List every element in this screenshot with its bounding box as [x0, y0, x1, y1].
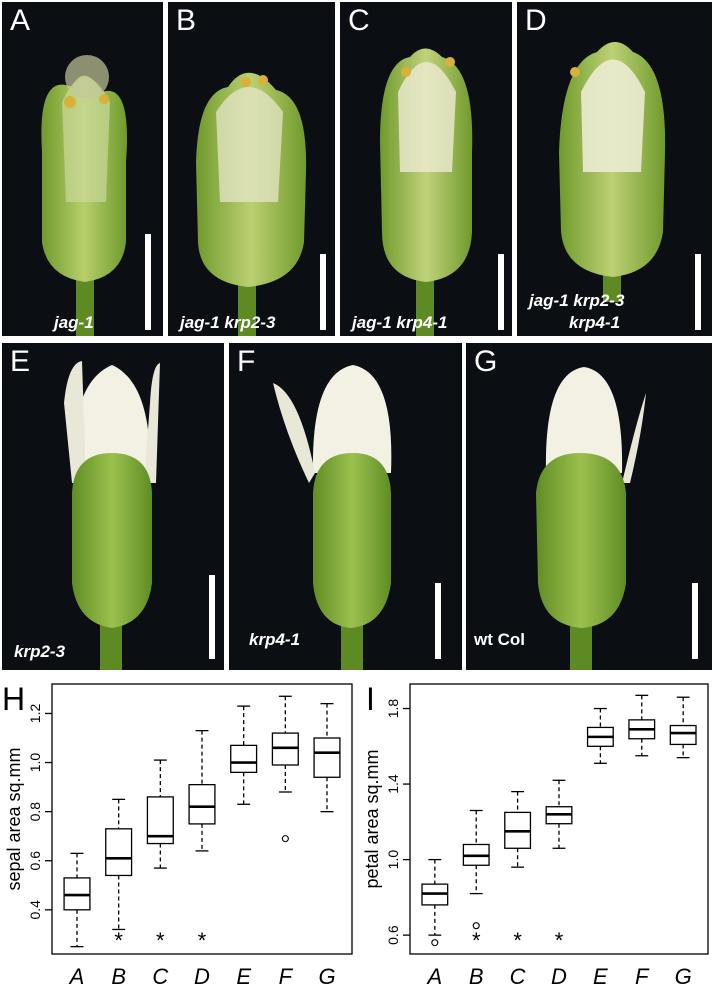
scale-bar-g	[692, 583, 698, 659]
sepal-significance-1: *	[114, 928, 123, 953]
petal-box-E	[586, 707, 614, 764]
petal-box-B: *	[462, 809, 490, 953]
sepal-significance-3: *	[198, 928, 207, 953]
flower-bud-f-image	[273, 365, 392, 670]
sepal-box-B: *	[105, 798, 133, 953]
genotype-label-b: jag-1 krp2-3	[180, 313, 276, 332]
sepal-box-G	[313, 702, 341, 813]
petal-xtick-label-5: F	[635, 964, 650, 989]
petal-box-D: *	[545, 779, 573, 953]
sepal-iqr-4	[230, 744, 258, 774]
petal-xtick-label-0: A	[425, 964, 442, 989]
sepal-ylabel: sepal area sq.mm	[4, 747, 24, 890]
petal-significance-3: *	[555, 928, 564, 953]
photo-panel-d: D jag-1 krp2-3 krp4-1	[517, 2, 712, 336]
flower-bud-d-image	[559, 42, 666, 302]
chart-label-i: I	[366, 681, 375, 717]
sepal-ytick-label-4: 1.2	[27, 704, 43, 724]
chart-label-h: H	[2, 681, 26, 717]
photo-panel-a: A jag-1	[2, 2, 163, 336]
scale-bar-a	[145, 234, 151, 330]
sepal-xtick-label-2: C	[152, 964, 168, 989]
petal-xtick-label-1: B	[469, 964, 484, 989]
sepal-outlier-5-0	[281, 835, 289, 843]
petal-xtick-label-4: E	[593, 964, 608, 989]
sepal-ytick-label-1: 0.6	[27, 851, 43, 871]
petal-ylabel: petal area sq.mm	[362, 749, 382, 888]
petal-ytick-label-0: 0.6	[385, 925, 401, 945]
photo-panel-f: F krp4-1	[229, 343, 462, 670]
petal-ytick-label-1: 1.0	[385, 850, 401, 870]
sepal-box-E	[230, 705, 258, 805]
sepal-box-F	[271, 695, 299, 843]
scale-bar-d	[695, 254, 701, 330]
panel-label-f: F	[237, 345, 256, 378]
sepal-ytick-label-3: 1.0	[27, 753, 43, 773]
scale-bar-f	[435, 583, 441, 659]
sepal-ytick-label-0: 0.4	[27, 900, 43, 920]
sepal-box-A	[63, 852, 91, 948]
photo-panel-g: G wt Col	[466, 343, 712, 670]
photo-panel-e: E krp2-3	[2, 343, 224, 670]
petal-outlier-0-0	[431, 939, 439, 947]
petal-box-C: *	[504, 790, 532, 953]
panel-label-d: D	[525, 4, 547, 37]
panel-label-b: B	[176, 4, 197, 37]
scale-bar-c	[498, 254, 504, 330]
genotype-label-a: jag-1	[54, 313, 94, 332]
sepal-box-D: *	[188, 729, 216, 953]
petal-box-A	[421, 858, 449, 947]
petal-ytick-label-3: 1.8	[385, 699, 401, 719]
petal-ytick-label-2: 1.4	[385, 774, 401, 794]
genotype-label-e: krp2-3	[14, 642, 66, 661]
sepal-xtick-label-4: E	[236, 964, 251, 989]
petal-outlier-1-0	[472, 922, 480, 930]
flower-bud-e-image	[64, 361, 160, 670]
flower-bud-c-image	[380, 48, 473, 336]
petal-box-G	[669, 696, 697, 759]
scale-bar-e	[209, 575, 215, 659]
sepal-plot-frame	[51, 683, 353, 955]
genotype-label-d-line1: jag-1 krp2-3	[529, 291, 625, 310]
panel-label-g: G	[474, 345, 498, 378]
petal-plot-frame	[409, 683, 709, 955]
panel-label-c: C	[348, 4, 370, 37]
genotype-label-d-line2: krp4-1	[569, 313, 621, 332]
petal-area-boxplot: 0.6 1.0 1.4 1.8 petal area sq.mm A * B * C * D E F G	[362, 683, 709, 989]
petal-significance-1: *	[472, 928, 481, 953]
sepal-iqr-1	[105, 828, 133, 877]
sepal-area-boxplot: 0.4 0.6 0.8 1.0 1.2 sepal area sq.mm A * B * C * D E F…	[4, 683, 353, 989]
scale-bar-b	[320, 254, 326, 330]
petal-iqr-6	[669, 724, 697, 746]
flower-bud-g-image	[536, 367, 646, 670]
petal-xtick-label-6: G	[675, 964, 692, 989]
genotype-label-f: krp4-1	[249, 630, 301, 649]
photo-panel-c: C jag-1 krp4-1	[340, 2, 512, 336]
sepal-significance-2: *	[156, 928, 165, 953]
sepal-iqr-3	[188, 783, 216, 825]
sepal-ytick-label-2: 0.8	[27, 802, 43, 822]
petal-box-F	[628, 694, 656, 757]
panel-label-a: A	[10, 4, 31, 37]
sepal-xtick-label-1: B	[111, 964, 126, 989]
sepal-iqr-6	[313, 737, 341, 778]
panel-label-e: E	[10, 345, 31, 378]
petal-significance-2: *	[513, 928, 522, 953]
petal-xtick-label-3: D	[551, 964, 567, 989]
sepal-box-C: *	[146, 759, 174, 953]
genotype-label-g: wt Col	[474, 630, 525, 649]
flower-bud-b-image	[196, 72, 307, 336]
sepal-xtick-label-6: G	[318, 964, 335, 989]
sepal-xtick-label-3: D	[194, 964, 210, 989]
genotype-label-c: jag-1 krp4-1	[352, 313, 448, 332]
sepal-xtick-label-0: A	[68, 964, 85, 989]
flower-bud-a-image	[41, 55, 127, 336]
photo-panel-b: B jag-1 krp2-3	[168, 2, 335, 336]
sepal-xtick-label-5: F	[279, 964, 294, 989]
petal-xtick-label-2: C	[510, 964, 526, 989]
